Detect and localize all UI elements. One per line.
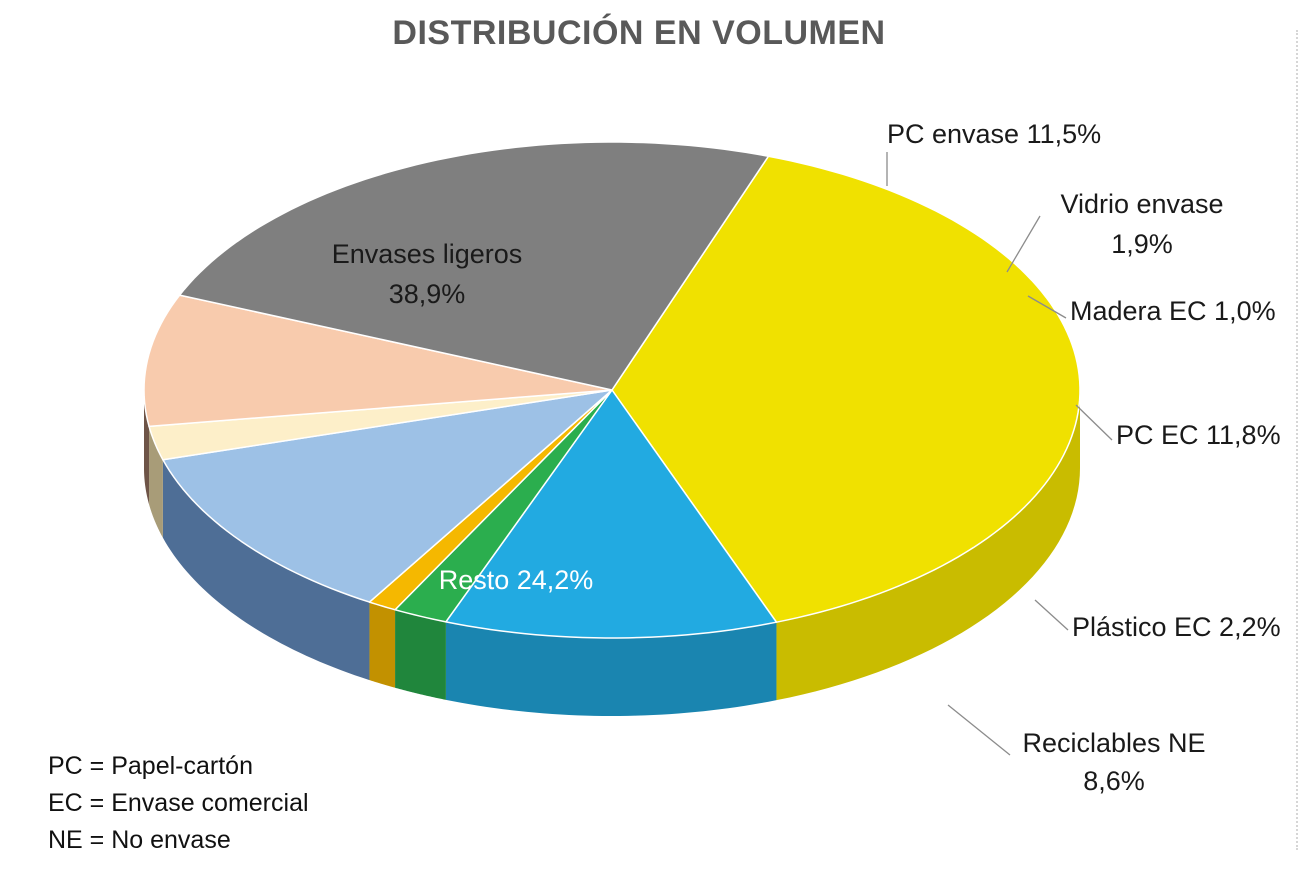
chart-title: DISTRIBUCIÓN EN VOLUMEN	[392, 14, 886, 52]
data-label-resto: Resto 24,2%	[439, 565, 594, 595]
data-label-line: Reciclables NE	[1022, 728, 1205, 758]
data-label-line: 8,6%	[1083, 766, 1145, 796]
slice-side-madera-ec	[369, 602, 396, 688]
slice-madera-ec	[368, 389, 613, 611]
page-edge-dots	[1296, 30, 1304, 850]
slice-vidrio-envase	[394, 389, 613, 623]
pie-labels: Envases ligeros 38,9% PC envase 11,5% Vidri…	[332, 119, 1281, 796]
leader-line-reciclables-ne	[947, 704, 1011, 756]
data-label-reciclables-ne: Reciclables NE 8,6%	[1022, 728, 1205, 796]
data-label-line: 38,9%	[389, 279, 466, 309]
slice-side-envases-ligeros	[776, 390, 1080, 701]
data-label-pc-ec: PC EC 11,8%	[1116, 420, 1281, 450]
slice-side-reciclables-ne	[144, 390, 150, 505]
data-label-line: Resto 24,2%	[439, 565, 594, 595]
abbreviation-legend: PC = Papel-cartón EC = Envase comercial …	[48, 748, 309, 859]
data-label-line: Plástico EC 2,2%	[1072, 612, 1281, 642]
slice-resto	[178, 141, 770, 391]
slice-side-pc-ec	[162, 459, 370, 681]
data-label-vidrio-envase: Vidrio envase 1,9%	[1060, 189, 1223, 259]
data-label-line: Vidrio envase	[1060, 189, 1223, 219]
data-label-pc-envase: PC envase 11,5%	[887, 119, 1101, 149]
data-label-line: PC EC 11,8%	[1116, 420, 1281, 450]
slice-reciclables-ne	[143, 294, 613, 428]
leader-line-vidrio-envase	[1006, 215, 1041, 273]
slice-side-vidrio-envase	[395, 609, 446, 700]
data-label-line: 1,9%	[1111, 229, 1173, 259]
slice-side-pc-envase	[445, 621, 777, 716]
pie-leaders	[886, 152, 1113, 756]
data-label-plastico-ec: Plástico EC 2,2%	[1072, 612, 1281, 642]
pie-sides	[144, 390, 1080, 716]
slice-envases-ligeros	[611, 155, 1081, 623]
data-label-line: Envases ligeros	[332, 239, 523, 269]
data-label-line: Madera EC 1,0%	[1070, 296, 1276, 326]
legend-note-ec: EC = Envase comercial	[48, 789, 309, 817]
data-label-madera-ec: Madera EC 1,0%	[1070, 296, 1276, 326]
slice-pc-envase	[445, 389, 778, 639]
leader-line-madera-ec	[1027, 295, 1067, 319]
slice-plastico-ec	[148, 389, 613, 461]
leader-line-pc-ec	[1075, 404, 1113, 441]
legend-note-ne: NE = No envase	[48, 826, 231, 854]
data-label-line: PC envase 11,5%	[887, 119, 1101, 149]
leader-line-plastico-ec	[1034, 599, 1069, 631]
data-label-envases-ligeros: Envases ligeros 38,9%	[332, 239, 523, 309]
pie-tops	[143, 141, 1081, 639]
legend-note-pc: PC = Papel-cartón	[48, 752, 253, 780]
